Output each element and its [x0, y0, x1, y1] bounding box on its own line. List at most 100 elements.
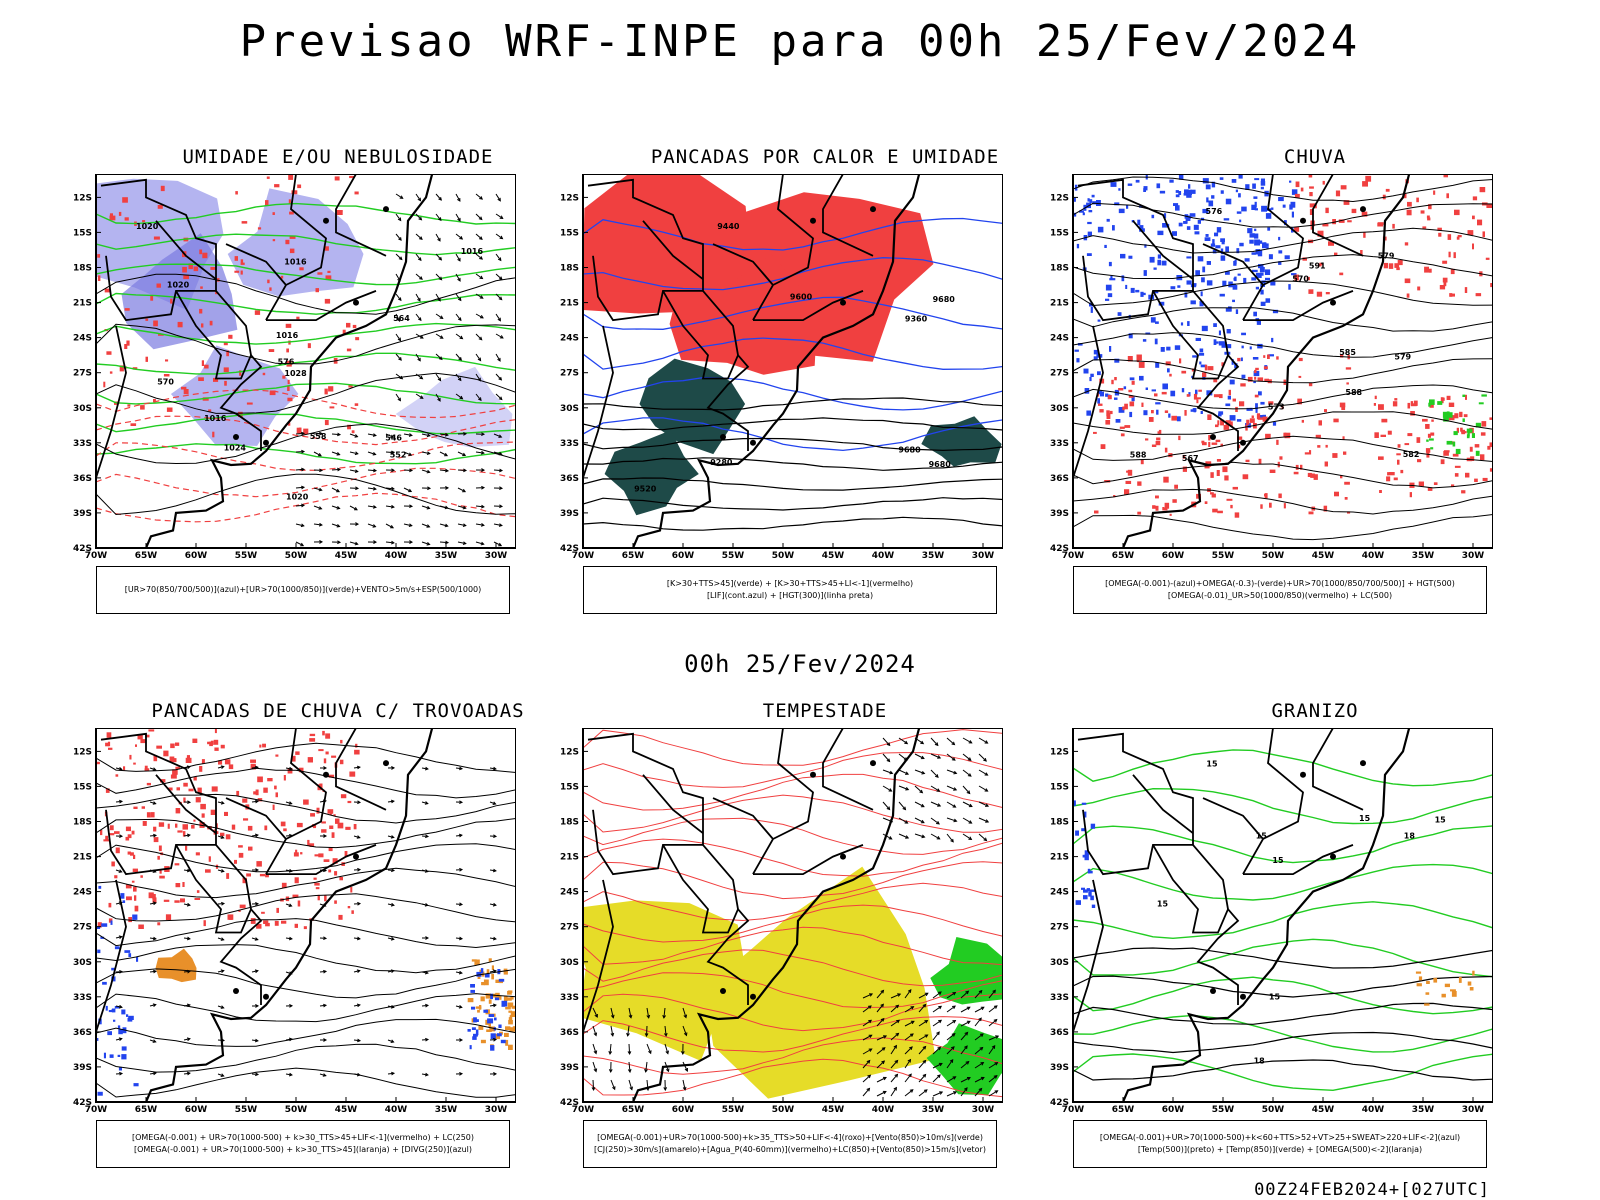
wind-vector [960, 1032, 968, 1041]
field-cell [283, 828, 287, 832]
field-cell [1424, 266, 1429, 273]
lat-tick-label: 12S [560, 193, 579, 203]
field-cell [1454, 209, 1460, 216]
panel-chuva: CHUVA 588 588 591 585 582 579 576 573 570 567 579 1… [1050, 146, 1565, 616]
field-cell [1190, 189, 1196, 194]
arrow-head [391, 868, 396, 873]
field-cell [274, 184, 280, 188]
field-cell [144, 765, 148, 771]
panel-pancadas-calor: PANCADAS POR CALOR E UMIDADE 9680 9680 968… [560, 146, 1075, 616]
arrow-head [301, 431, 306, 436]
arrow-head [425, 1003, 430, 1008]
field-cell [281, 920, 287, 924]
field-cell [499, 996, 502, 1000]
field-cell [473, 1017, 477, 1023]
field-cell [1486, 203, 1493, 208]
field-cell [123, 766, 126, 771]
field-cell [1186, 193, 1192, 198]
wind-vector [495, 373, 502, 381]
field-cell [337, 822, 344, 829]
field-cell [1228, 389, 1231, 396]
lat-tick-label: 42S [1050, 544, 1069, 554]
arrow-head [457, 297, 462, 302]
field-cell [1339, 402, 1346, 408]
field-cell [212, 431, 215, 438]
field-cell [507, 997, 512, 1001]
field-cell [1249, 418, 1255, 423]
field-cell [1264, 378, 1269, 382]
field-cell [144, 768, 150, 772]
lat-tick-label: 30S [560, 404, 579, 414]
field-cell [140, 739, 146, 744]
arrow-head [354, 469, 359, 473]
field-cell [1123, 386, 1127, 390]
arrow-head [337, 432, 342, 437]
field-cell [140, 405, 145, 410]
field-cell [1254, 208, 1258, 211]
field-cell [1456, 236, 1460, 240]
field-cell [1433, 977, 1438, 983]
arrow-head [905, 771, 910, 775]
contour-label: 1028 [284, 369, 307, 378]
lat-tick-label: 21S [73, 299, 92, 309]
field-cell [1247, 376, 1253, 382]
field-cell [1387, 430, 1392, 435]
field-cell [1450, 989, 1456, 992]
arrow-head [418, 216, 423, 221]
wind-vector [415, 233, 423, 240]
field-cell [327, 809, 334, 814]
field-cell [1186, 256, 1192, 259]
field-cell [1258, 391, 1262, 396]
field-cell [1232, 285, 1238, 290]
field-cell [1238, 174, 1243, 179]
field-cell [1254, 178, 1260, 181]
wind-vector [978, 737, 988, 744]
field-cell [1174, 345, 1181, 350]
arrow-head [938, 1005, 943, 1010]
field-cell [1073, 800, 1076, 806]
field-cell [170, 743, 175, 749]
arrow-head [254, 1038, 259, 1043]
field-cell [1461, 429, 1465, 435]
contour-line [96, 372, 516, 414]
arrow-head [398, 237, 402, 241]
lake [233, 988, 239, 994]
wind-vector [974, 1017, 982, 1027]
arrow-head [220, 801, 225, 805]
field-cell [1437, 401, 1443, 405]
field-cell [1393, 477, 1398, 481]
arrow-head [390, 486, 395, 491]
arrow-head [498, 434, 503, 438]
wind-vector [876, 1003, 884, 1013]
arrow-head [867, 1005, 872, 1009]
field-cell [274, 785, 277, 790]
arrow-head [152, 901, 157, 906]
field-cell [1218, 341, 1225, 346]
lon-tick-label: 50W [772, 1105, 795, 1115]
field-cell [1075, 900, 1081, 905]
arrow-head [390, 799, 395, 804]
wind-vector [367, 451, 376, 455]
wind-vector [930, 801, 941, 807]
field-cell [210, 267, 217, 270]
lake [323, 771, 329, 778]
field-cell [1207, 414, 1212, 420]
field-cell [471, 1027, 476, 1030]
wind-vector [475, 273, 483, 280]
wind-vector [960, 990, 969, 999]
field-cell [241, 221, 248, 224]
field-cell [1213, 394, 1219, 398]
lon-tick-label: 30W [1462, 551, 1485, 561]
lat-tick-label: 15S [560, 228, 579, 238]
field-cell [1077, 343, 1083, 346]
wind-vector [930, 785, 940, 792]
lat-tick-label: 12S [73, 747, 92, 757]
wind-vector [960, 1087, 968, 1097]
field-cell [1270, 281, 1276, 286]
arrow-head [663, 1087, 668, 1092]
field-cell [115, 847, 120, 854]
coastline [144, 728, 448, 1102]
contour-line [1073, 947, 1493, 969]
arrow-head [967, 773, 972, 777]
arrow-head [480, 450, 485, 455]
